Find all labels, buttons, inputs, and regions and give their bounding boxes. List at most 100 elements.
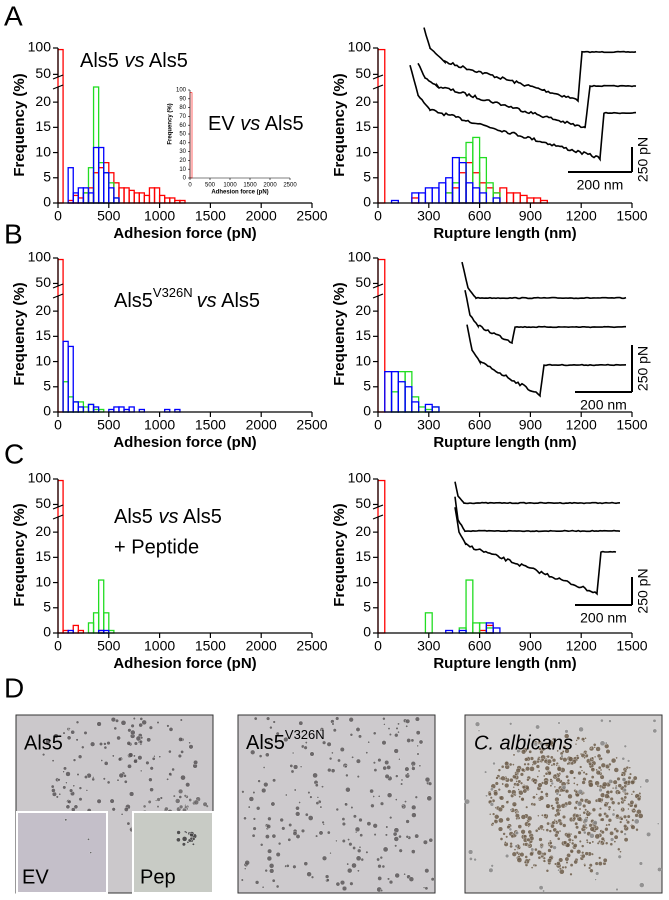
- cell: [632, 775, 638, 781]
- micrograph-inset: [16, 811, 108, 894]
- cell: [556, 837, 561, 841]
- cell: [573, 806, 578, 811]
- cell: [126, 821, 131, 826]
- cell: [569, 849, 574, 854]
- bar: [92, 172, 100, 204]
- bar: [512, 192, 521, 204]
- cell: [180, 774, 186, 781]
- cell: [537, 855, 542, 860]
- cell: [600, 836, 605, 841]
- cell: [267, 740, 271, 744]
- force-curve: [466, 324, 627, 398]
- cell: [635, 828, 639, 832]
- cell: [512, 753, 516, 757]
- cell: [309, 751, 315, 757]
- cell: [581, 853, 586, 859]
- annotation-part: vs: [124, 50, 144, 72]
- cell: [114, 718, 119, 723]
- cell: [625, 818, 629, 822]
- x-tick-label: 2000: [246, 417, 277, 433]
- annotation: Als5V326N vs Als5: [114, 285, 260, 312]
- bar: [87, 403, 95, 413]
- panel-letter: A: [4, 0, 23, 31]
- cell: [617, 854, 622, 859]
- cell: [576, 801, 583, 807]
- cell: [341, 839, 346, 844]
- cell: [55, 795, 59, 799]
- cell: [608, 768, 611, 771]
- annotation-part: Als5: [183, 506, 222, 528]
- cell: [526, 815, 533, 822]
- cell: [166, 777, 170, 781]
- cell: [275, 884, 280, 889]
- cell: [64, 818, 68, 822]
- bar: [92, 612, 100, 634]
- cell: [358, 817, 363, 823]
- bar: [143, 194, 151, 204]
- cell: [422, 839, 428, 845]
- cell: [584, 823, 588, 827]
- cell: [411, 812, 417, 818]
- bar: [82, 192, 90, 204]
- cell: [569, 863, 574, 867]
- cell: [258, 754, 263, 758]
- cell: [512, 763, 515, 766]
- cell: [149, 787, 154, 793]
- cell: [549, 778, 553, 782]
- cell: [564, 805, 568, 808]
- y-tick-label: 5: [363, 168, 371, 184]
- cell: [247, 805, 251, 809]
- bar: [62, 381, 69, 413]
- cell: [608, 779, 613, 784]
- cell: [536, 850, 543, 856]
- cell: [582, 810, 587, 815]
- cell: [252, 791, 256, 795]
- x-tick-label: 1500: [616, 208, 647, 224]
- cell: [592, 743, 597, 747]
- cell: [532, 802, 537, 807]
- cell: [534, 828, 539, 833]
- x-tick-label: 0: [54, 417, 62, 433]
- cell: [652, 728, 658, 734]
- cell: [268, 863, 275, 869]
- cell: [355, 758, 361, 764]
- cell: [639, 785, 643, 789]
- cell: [619, 820, 623, 824]
- cell: [377, 864, 382, 869]
- axis-break: [52, 504, 64, 510]
- cell: [553, 785, 557, 789]
- cell: [493, 791, 499, 797]
- bar: [87, 187, 95, 204]
- cell: [550, 781, 554, 786]
- cell: [542, 828, 545, 832]
- cell: [331, 722, 335, 726]
- x-tick-label: 1200: [566, 638, 597, 654]
- cell: [623, 837, 629, 843]
- cell: [544, 765, 550, 771]
- cell: [492, 812, 496, 816]
- cell: [548, 739, 554, 746]
- bar: [82, 192, 90, 204]
- cell: [83, 775, 88, 780]
- bar: [472, 622, 481, 634]
- cell: [494, 806, 497, 809]
- y-tick-label: 0: [363, 403, 371, 419]
- cell: [524, 855, 529, 859]
- cell: [530, 866, 534, 869]
- axis-break: [52, 84, 64, 90]
- cell: [609, 789, 614, 794]
- cell: [621, 777, 627, 782]
- y-tick-label: 10: [355, 352, 371, 368]
- cell: [373, 833, 377, 837]
- cell: [349, 733, 354, 737]
- y-tick-label: 5: [363, 598, 371, 614]
- bar: [458, 156, 467, 204]
- force-curve: [423, 27, 637, 103]
- cell: [272, 778, 277, 783]
- cell: [581, 844, 585, 848]
- cell: [540, 757, 545, 762]
- bar: [506, 192, 515, 204]
- cell: [394, 733, 399, 738]
- x-tick-label: 500: [97, 417, 121, 433]
- x-tick-label: 0: [374, 208, 382, 224]
